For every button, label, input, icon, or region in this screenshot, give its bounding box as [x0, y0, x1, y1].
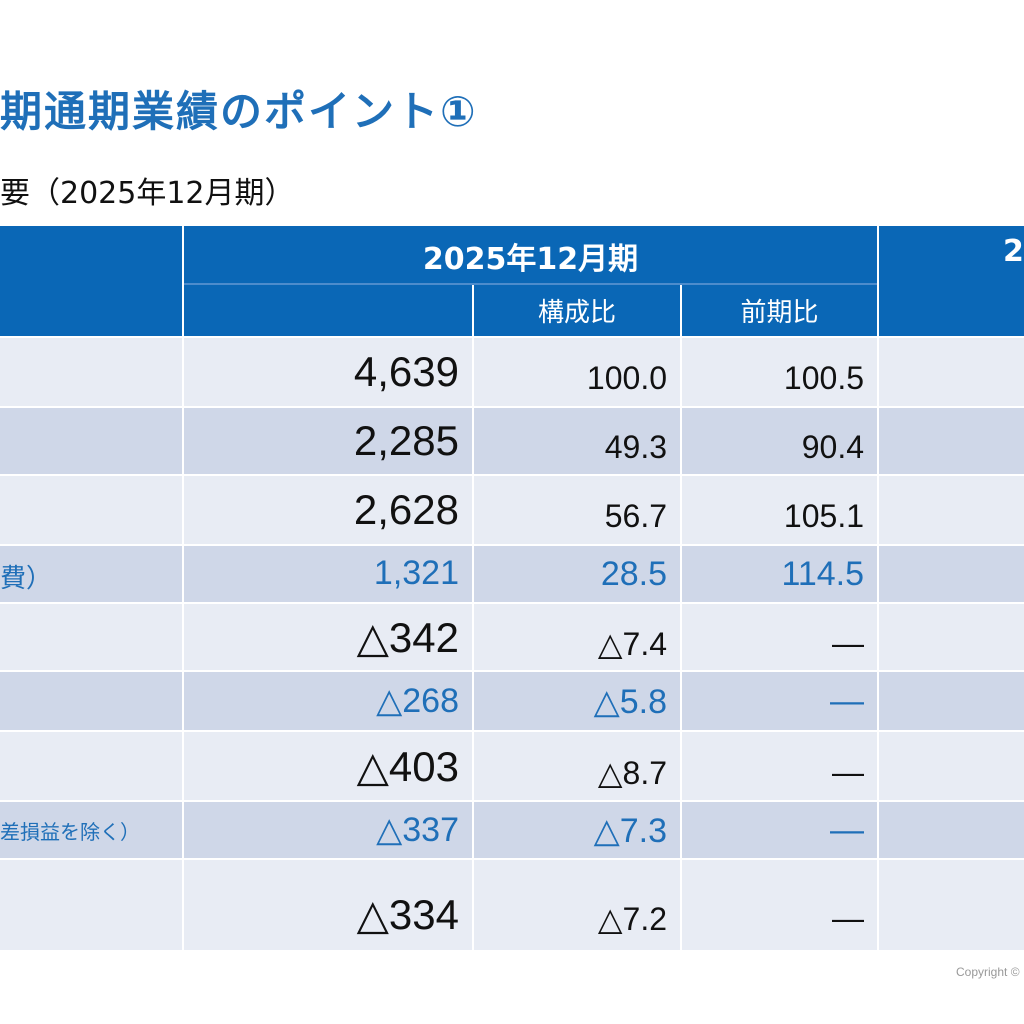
- table-row: △334 △7.2 —: [0, 860, 1024, 950]
- column-divider: [877, 604, 879, 670]
- yoy-cell: 90.4: [801, 429, 864, 465]
- header-yoy-ratio: 前期比: [740, 298, 819, 328]
- column-divider: [472, 546, 474, 602]
- value-cell: △268: [376, 682, 459, 721]
- column-divider: [182, 604, 184, 670]
- composition-cell: △7.4: [597, 626, 667, 662]
- column-divider: [472, 338, 474, 406]
- column-divider: [472, 408, 474, 474]
- row-divider: [0, 670, 1024, 672]
- composition-cell: △5.8: [593, 683, 667, 721]
- column-divider: [680, 546, 682, 602]
- yoy-cell: 100.5: [783, 360, 864, 396]
- row-divider: [0, 858, 1024, 860]
- row-label: 費）: [0, 564, 53, 594]
- header-divider: [877, 226, 879, 336]
- row-divider: [0, 800, 1024, 802]
- column-divider: [472, 732, 474, 800]
- column-divider: [182, 860, 184, 950]
- row-label: 差損益を除く）: [0, 820, 140, 844]
- column-divider: [877, 546, 879, 602]
- table-row: 差損益を除く） △337 △7.3 —: [0, 802, 1024, 858]
- column-divider: [877, 408, 879, 474]
- column-divider: [877, 860, 879, 950]
- header-background: [0, 226, 1024, 336]
- column-divider: [182, 732, 184, 800]
- composition-cell: △8.7: [597, 755, 667, 791]
- header-divider: [472, 284, 474, 336]
- column-divider: [680, 408, 682, 474]
- column-divider: [877, 802, 879, 858]
- column-divider: [472, 604, 474, 670]
- header-composition-ratio: 構成比: [537, 298, 616, 328]
- value-cell: 2,628: [353, 485, 459, 533]
- column-divider: [472, 860, 474, 950]
- column-divider: [877, 672, 879, 730]
- yoy-cell: —: [832, 900, 864, 936]
- column-divider: [472, 672, 474, 730]
- composition-cell: 28.5: [600, 555, 667, 593]
- column-divider: [877, 338, 879, 406]
- column-divider: [182, 546, 184, 602]
- value-cell: 1,321: [373, 554, 459, 593]
- header-divider: [680, 284, 682, 336]
- composition-cell: △7.2: [597, 901, 667, 937]
- row-divider: [0, 730, 1024, 732]
- table-row: 4,639 100.0 100.5: [0, 338, 1024, 406]
- table-row: 費） 1,321 28.5 114.5: [0, 546, 1024, 602]
- column-divider: [182, 672, 184, 730]
- yoy-cell: —: [830, 682, 864, 720]
- column-divider: [680, 476, 682, 544]
- column-divider: [182, 408, 184, 474]
- value-cell: △337: [376, 811, 459, 850]
- column-divider: [680, 604, 682, 670]
- column-divider: [182, 802, 184, 858]
- table-row: △268 △5.8 —: [0, 672, 1024, 730]
- column-divider: [182, 338, 184, 406]
- header-divider: [182, 226, 184, 336]
- header-subdivider: [184, 283, 877, 285]
- value-cell: 2,285: [353, 416, 459, 464]
- column-divider: [680, 672, 682, 730]
- row-divider: [0, 950, 1024, 952]
- page-title: 期通期業績のポイント①: [0, 87, 478, 136]
- composition-cell: 49.3: [604, 429, 667, 465]
- column-divider: [472, 802, 474, 858]
- yoy-cell: —: [830, 811, 864, 849]
- column-divider: [877, 476, 879, 544]
- table-row: 2,628 56.7 105.1: [0, 476, 1024, 544]
- row-divider: [0, 602, 1024, 604]
- composition-cell: 56.7: [604, 498, 667, 534]
- value-cell: △334: [356, 891, 459, 938]
- value-cell: 4,639: [353, 347, 459, 395]
- table-row: △403 △8.7 —: [0, 732, 1024, 800]
- table-row: △342 △7.4 —: [0, 604, 1024, 670]
- column-divider: [680, 732, 682, 800]
- composition-cell: △7.3: [593, 812, 667, 850]
- row-divider: [0, 544, 1024, 546]
- header-period: 2025年12月期: [422, 242, 639, 277]
- column-divider: [877, 732, 879, 800]
- header-period-next: 2: [1003, 234, 1024, 269]
- row-divider: [0, 474, 1024, 476]
- column-divider: [680, 338, 682, 406]
- copyright-notice: Copyright ©: [956, 965, 1020, 979]
- value-cell: △403: [356, 742, 459, 790]
- composition-cell: 100.0: [586, 360, 667, 396]
- column-divider: [182, 476, 184, 544]
- value-cell: △342: [356, 613, 459, 661]
- table-row: 2,285 49.3 90.4: [0, 408, 1024, 474]
- yoy-cell: 114.5: [781, 555, 864, 593]
- yoy-cell: 105.1: [783, 498, 864, 534]
- column-divider: [680, 802, 682, 858]
- yoy-cell: —: [832, 625, 864, 661]
- yoy-cell: —: [832, 754, 864, 790]
- column-divider: [680, 860, 682, 950]
- row-divider: [0, 406, 1024, 408]
- page-subtitle: 要（2025年12月期）: [0, 176, 295, 211]
- column-divider: [472, 476, 474, 544]
